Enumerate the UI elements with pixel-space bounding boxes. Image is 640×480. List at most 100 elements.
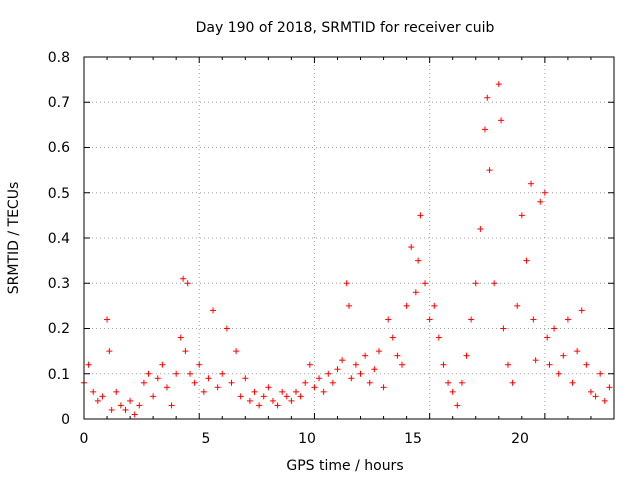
data-point [306,361,313,368]
data-point [477,225,484,232]
data-point [223,325,230,332]
data-point [180,275,187,282]
data-point [486,167,493,174]
data-point [371,366,378,373]
data-point [468,316,475,323]
y-tick-label: 0.7 [48,95,70,111]
data-point [484,94,491,101]
data-point [560,352,567,359]
y-tick-label: 0.3 [48,276,70,292]
y-tick-label: 0.5 [48,186,70,202]
y-tick-label: 0.6 [48,140,70,156]
data-point [431,302,438,309]
data-point [445,379,452,386]
data-point [196,361,203,368]
data-point [551,325,558,332]
data-point [385,316,392,323]
data-point [346,302,352,309]
data-point [454,402,461,409]
data-point [412,289,419,296]
data-point [362,352,369,359]
data-point [498,117,505,124]
data-point [108,406,115,413]
data-point [311,384,318,391]
data-point [237,393,244,400]
data-point [505,361,511,368]
data-point [233,348,240,355]
x-tick-label: 15 [404,431,422,447]
data-point [357,370,364,377]
data-point [329,379,336,386]
data-point [90,388,97,395]
data-point [426,316,433,323]
data-point [343,280,350,287]
data-point [601,397,608,404]
data-point [578,307,585,314]
x-axis-label: GPS time / hours [286,458,403,474]
data-point [422,280,429,287]
data-point [518,212,525,219]
data-point [481,126,488,133]
data-point [415,257,422,264]
y-tick-label: 0.1 [48,367,70,383]
y-tick-label: 0.2 [48,321,70,337]
data-point [555,370,562,377]
data-point [544,334,551,341]
data-point [99,393,106,400]
data-point [491,280,498,287]
data-point [85,361,92,368]
data-point [187,370,193,377]
data-point [251,388,258,395]
data-point [514,302,521,309]
data-point [403,302,410,309]
data-point [528,180,535,187]
data-point [546,361,553,368]
data-point [122,406,129,413]
data-point [348,375,355,382]
data-point [334,366,341,373]
data-point [127,397,134,404]
data-point [495,81,502,88]
data-point [210,307,217,314]
data-point [564,316,571,323]
data-point [366,379,373,386]
data-point [228,379,235,386]
data-point [394,352,401,359]
data-point [592,393,599,400]
data-point [214,384,221,391]
data-point [458,379,465,386]
data-point [159,361,166,368]
data-point [435,334,442,341]
data-point [113,388,120,395]
data-point [320,388,327,395]
data-point [440,361,447,368]
data-point [177,334,184,341]
data-point [205,375,212,382]
data-point [389,334,396,341]
data-point [339,357,346,364]
data-point [140,379,147,386]
x-tick-label: 10 [298,431,316,447]
data-point [380,384,387,391]
data-point [117,402,124,409]
data-point [200,388,207,395]
data-point [173,370,180,377]
data-point [408,244,415,251]
chart-title: Day 190 of 2018, SRMTID for receiver cui… [196,20,495,36]
data-point [283,393,290,400]
data-point [597,370,604,377]
data-point [94,397,101,404]
x-tick-label: 5 [202,431,211,447]
data-point [541,189,548,196]
data-point [191,379,198,386]
data-point [532,357,539,364]
data-point [523,257,530,264]
data-point [583,361,590,368]
data-point [302,379,309,386]
y-tick-label: 0.4 [48,231,70,247]
data-point [569,379,576,386]
data-point [136,402,143,409]
data-point [219,370,226,377]
y-axis-label: SRMTID / TECUs [6,182,22,295]
